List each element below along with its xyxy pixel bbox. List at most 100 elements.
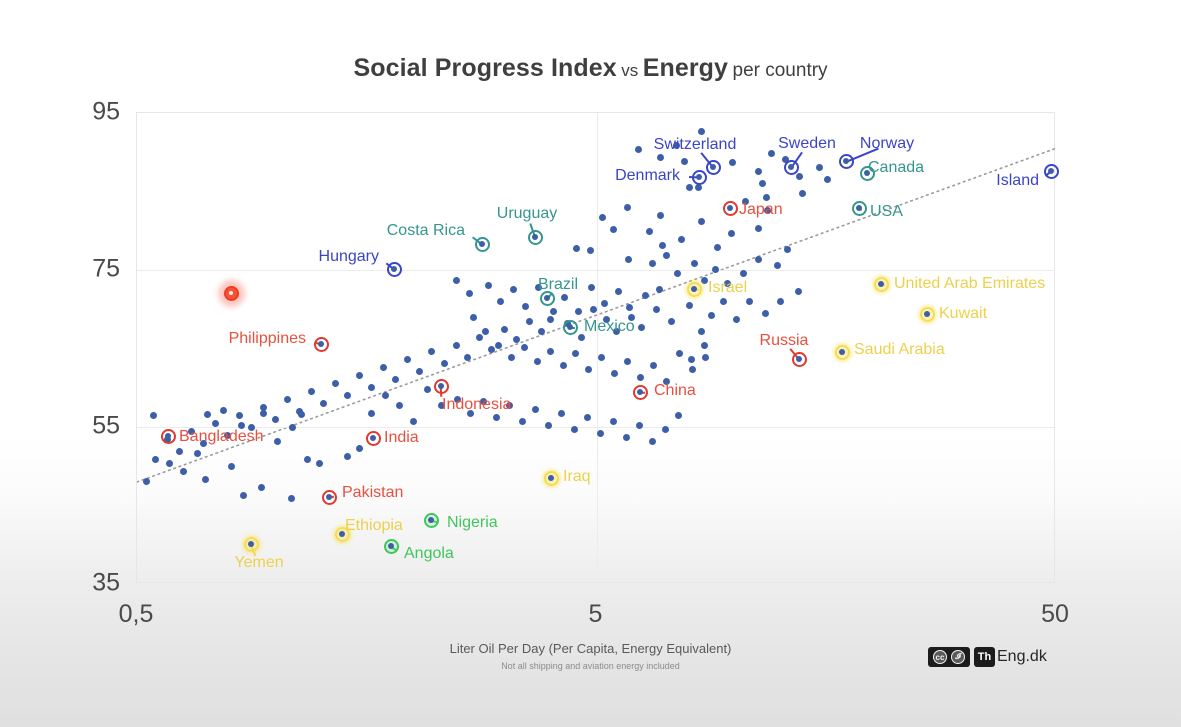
data-point[interactable] (403, 355, 411, 363)
country-label[interactable]: China (654, 382, 696, 399)
country-label[interactable]: Island (996, 172, 1039, 189)
data-point[interactable] (259, 403, 267, 411)
data-point[interactable] (453, 395, 461, 403)
data-point[interactable] (201, 475, 209, 483)
data-point[interactable] (622, 433, 630, 441)
data-point[interactable] (741, 197, 749, 205)
data-point[interactable] (331, 379, 339, 387)
data-point[interactable] (754, 255, 762, 263)
data-point[interactable] (711, 265, 719, 273)
data-point[interactable] (701, 353, 709, 361)
country-marker[interactable] (851, 200, 867, 216)
data-point[interactable] (315, 459, 323, 467)
data-point[interactable] (533, 357, 541, 365)
data-point[interactable] (481, 327, 489, 335)
data-point[interactable] (634, 145, 642, 153)
data-point[interactable] (697, 217, 705, 225)
data-point[interactable] (673, 269, 681, 277)
data-point[interactable] (623, 203, 631, 211)
data-point[interactable] (577, 333, 585, 341)
data-point[interactable] (694, 183, 702, 191)
data-point[interactable] (512, 335, 520, 343)
data-point[interactable] (648, 259, 656, 267)
data-point[interactable] (713, 243, 721, 251)
data-point[interactable] (773, 261, 781, 269)
country-marker[interactable] (859, 165, 875, 181)
data-point[interactable] (658, 241, 666, 249)
data-point[interactable] (355, 444, 363, 452)
data-point[interactable] (672, 141, 680, 149)
country-marker[interactable] (539, 290, 555, 306)
data-point[interactable] (674, 411, 682, 419)
data-point[interactable] (700, 341, 708, 349)
data-point[interactable] (636, 373, 644, 381)
data-point[interactable] (531, 405, 539, 413)
country-label[interactable]: Uruguay (496, 205, 558, 222)
country-label[interactable]: Angola (404, 545, 454, 562)
data-point[interactable] (781, 155, 789, 163)
data-point[interactable] (685, 183, 693, 191)
data-point[interactable] (381, 391, 389, 399)
data-point[interactable] (610, 369, 618, 377)
data-point[interactable] (609, 417, 617, 425)
data-point[interactable] (549, 307, 557, 315)
data-point[interactable] (624, 255, 632, 263)
data-point[interactable] (487, 345, 495, 353)
data-point[interactable] (494, 341, 502, 349)
data-point[interactable] (557, 409, 565, 417)
data-point[interactable] (203, 410, 211, 418)
data-point[interactable] (235, 411, 243, 419)
data-point[interactable] (794, 287, 802, 295)
country-label[interactable]: Bangladesh (179, 428, 264, 445)
data-point[interactable] (677, 235, 685, 243)
country-label[interactable]: Saudi Arabia (854, 341, 945, 358)
data-point[interactable] (612, 327, 620, 335)
data-point[interactable] (518, 417, 526, 425)
data-point[interactable] (745, 297, 753, 305)
country-marker[interactable] (243, 536, 259, 552)
country-label[interactable]: Canada (868, 159, 925, 176)
data-point[interactable] (239, 491, 247, 499)
data-point[interactable] (570, 425, 578, 433)
country-label[interactable]: Ethiopia (345, 517, 403, 534)
country-label[interactable]: Costa Rica (386, 222, 465, 239)
country-label[interactable]: Kuwait (939, 305, 988, 322)
data-point[interactable] (165, 459, 173, 467)
data-point[interactable] (227, 462, 235, 470)
data-point[interactable] (367, 409, 375, 417)
data-point[interactable] (783, 245, 791, 253)
data-point[interactable] (288, 423, 296, 431)
data-point[interactable] (560, 293, 568, 301)
country-label[interactable]: Brazil (537, 276, 579, 293)
data-point[interactable] (587, 283, 595, 291)
data-point[interactable] (452, 276, 460, 284)
data-point[interactable] (596, 429, 604, 437)
data-point[interactable] (175, 447, 183, 455)
country-label[interactable]: Hungary (318, 248, 379, 265)
data-point[interactable] (719, 297, 727, 305)
country-label[interactable]: United Arab Emirates (894, 275, 1046, 292)
country-marker[interactable] (834, 344, 850, 360)
data-point[interactable] (667, 317, 675, 325)
data-point[interactable] (815, 163, 823, 171)
country-marker[interactable] (632, 384, 648, 400)
data-point[interactable] (572, 244, 580, 252)
data-point[interactable] (732, 315, 740, 323)
data-point[interactable] (219, 406, 227, 414)
country-label[interactable]: Iraq (563, 468, 591, 485)
country-marker[interactable] (722, 200, 738, 216)
data-point[interactable] (656, 211, 664, 219)
data-point[interactable] (688, 365, 696, 373)
data-point[interactable] (625, 303, 633, 311)
data-point[interactable] (479, 397, 487, 405)
country-label[interactable]: Pakistan (342, 484, 404, 501)
data-point[interactable] (297, 410, 305, 418)
data-point[interactable] (283, 395, 291, 403)
data-point[interactable] (685, 301, 693, 309)
data-point[interactable] (520, 343, 528, 351)
data-point[interactable] (627, 313, 635, 321)
data-point[interactable] (463, 353, 471, 361)
country-marker[interactable] (433, 378, 449, 394)
data-point[interactable] (798, 189, 806, 197)
data-point[interactable] (649, 361, 657, 369)
